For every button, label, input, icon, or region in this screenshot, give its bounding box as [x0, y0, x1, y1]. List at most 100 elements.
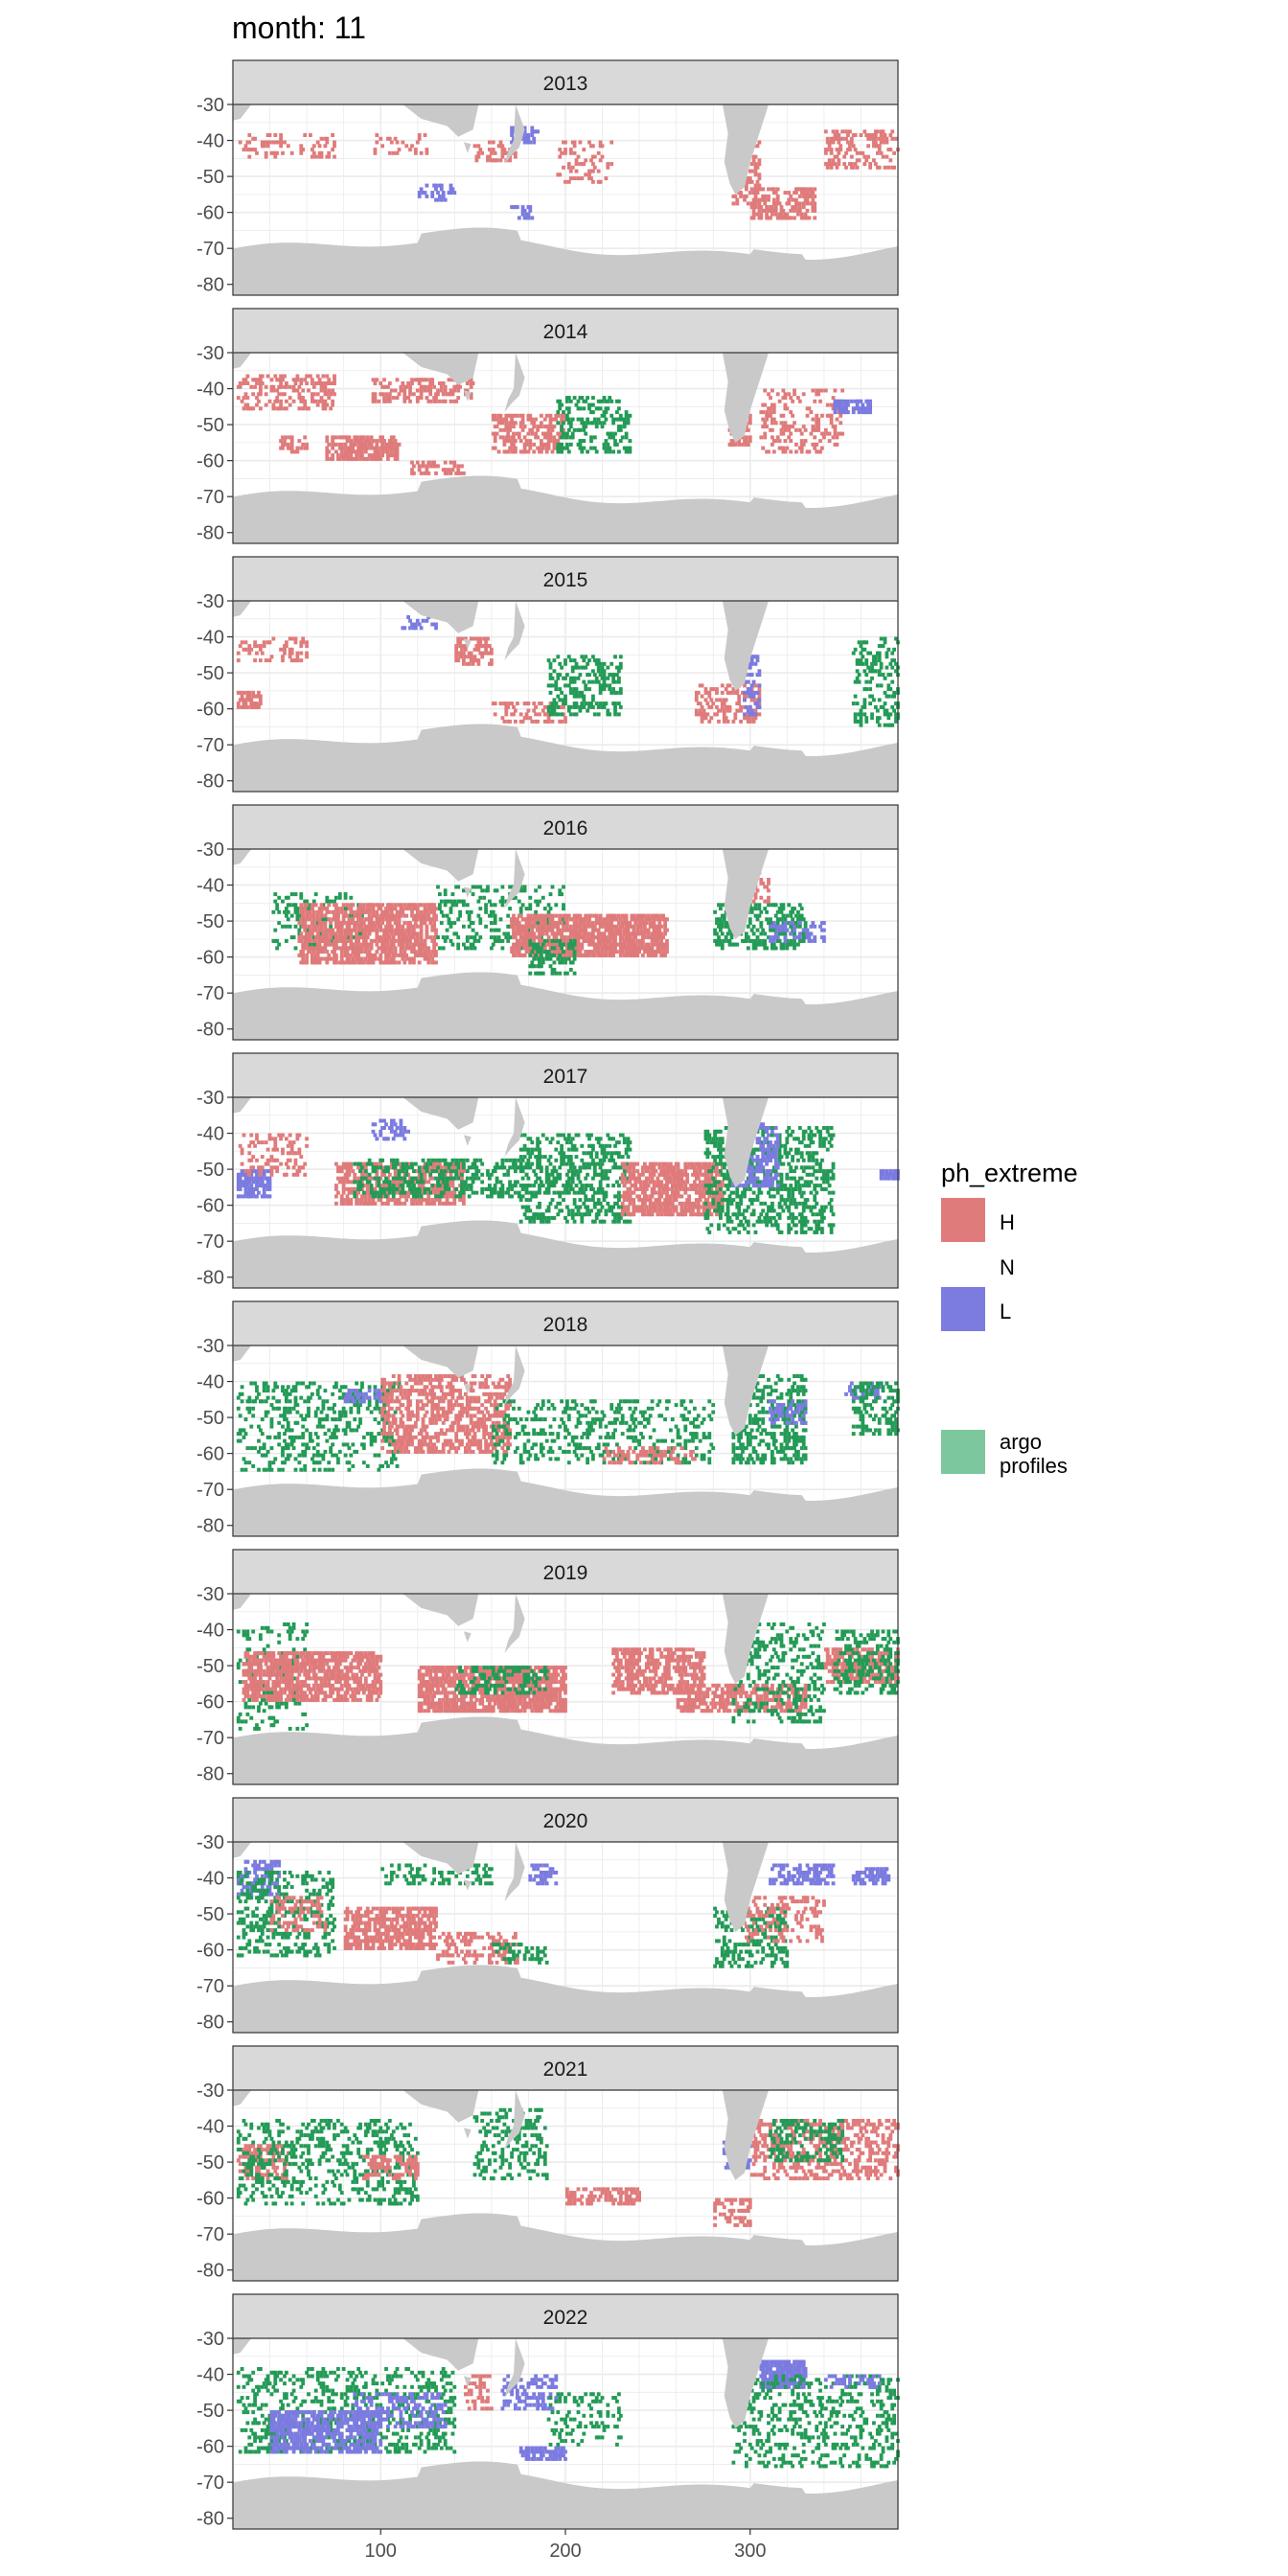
heat-cell [600, 665, 605, 670]
heat-cell [844, 150, 848, 155]
heat-cell [791, 917, 794, 922]
heat-cell [236, 704, 241, 709]
heat-cell [807, 449, 812, 454]
heat-cell [875, 719, 880, 724]
heat-cell [430, 378, 435, 382]
heat-cell [401, 626, 405, 631]
heat-cell [604, 439, 609, 444]
heat-cell [635, 946, 640, 951]
heat-cell [598, 140, 603, 145]
heat-cell [524, 712, 529, 717]
heat-cell [413, 378, 418, 382]
heat-cell [504, 899, 509, 904]
heat-cell [315, 960, 320, 965]
heat-cell [493, 702, 497, 706]
heat-cell [319, 903, 324, 908]
heat-cell [611, 687, 615, 692]
heat-cell [749, 690, 754, 695]
heat-cell [387, 924, 392, 929]
heat-cell [892, 694, 896, 699]
heat-cell [587, 921, 591, 926]
heat-cell [367, 956, 372, 961]
heat-cell [305, 446, 309, 450]
heat-cell [395, 378, 400, 382]
heat-cell [353, 456, 357, 461]
heat-cell [448, 938, 453, 943]
heat-cell [428, 907, 433, 911]
heat-cell [811, 425, 816, 429]
heat-cell [564, 658, 567, 663]
heat-cell [496, 421, 501, 426]
heat-cell [748, 417, 752, 422]
heat-cell [755, 165, 760, 170]
heat-cell [460, 464, 464, 469]
new-zealand-landmass [504, 104, 525, 164]
heat-cell [441, 913, 446, 918]
heat-cell [594, 935, 599, 940]
heat-cell [472, 655, 477, 659]
heat-cell [807, 406, 812, 411]
heat-cell [604, 935, 609, 940]
heat-cell [456, 899, 461, 904]
heat-cell [885, 708, 889, 713]
heat-cell [514, 413, 518, 418]
heat-cell [303, 446, 308, 450]
heat-cell [467, 661, 472, 666]
heat-cell [594, 946, 599, 951]
heat-cell [781, 921, 786, 926]
heat-cell [464, 647, 468, 652]
heat-cell [659, 932, 664, 936]
heat-cell [574, 162, 579, 167]
heat-cell [875, 150, 880, 155]
heat-cell [767, 197, 770, 202]
heat-cell [532, 953, 537, 957]
heat-cell [395, 396, 400, 401]
heat-cell [393, 903, 398, 908]
heat-cell [873, 140, 878, 145]
heat-cell [528, 917, 533, 922]
heat-cell [464, 636, 468, 641]
heat-cell [759, 216, 764, 220]
heat-cell [840, 388, 844, 393]
heat-cell [888, 687, 893, 692]
heat-cell [426, 960, 431, 965]
heat-cell [580, 935, 585, 940]
heat-cell [534, 712, 538, 717]
heat-cell [556, 676, 561, 680]
heat-cell [514, 932, 518, 936]
heat-cell [765, 205, 769, 210]
heat-cell [663, 924, 667, 929]
heat-cell [892, 658, 896, 663]
heat-cell [574, 932, 579, 936]
heat-cell [360, 917, 364, 922]
heat-cell [425, 396, 429, 401]
heat-cell [748, 413, 752, 418]
heat-cell [502, 148, 507, 152]
heat-cell [408, 626, 412, 631]
heat-cell [423, 903, 427, 908]
heat-cell [514, 439, 518, 444]
heat-cell [341, 935, 346, 940]
heat-cell [367, 907, 372, 911]
heat-cell [299, 644, 304, 649]
heat-cell [373, 148, 378, 152]
heat-cell [360, 453, 364, 458]
heat-cell [769, 406, 772, 411]
heat-cell [570, 950, 575, 954]
heat-cell [544, 431, 549, 436]
heat-cell [456, 942, 461, 947]
heat-cell [371, 960, 376, 965]
heat-cell [339, 935, 344, 940]
africa-landmass [233, 601, 252, 617]
heat-cell [327, 442, 332, 447]
cells-H-2013-1 [373, 133, 429, 155]
heat-cell [715, 932, 719, 936]
heat-cell [580, 421, 585, 426]
heat-cell [356, 935, 360, 940]
heat-cell [587, 673, 591, 678]
heat-cell [257, 704, 261, 709]
heat-cell [309, 935, 312, 940]
heat-cell [334, 895, 338, 900]
heat-cell [827, 439, 832, 444]
heat-cell [565, 399, 569, 403]
